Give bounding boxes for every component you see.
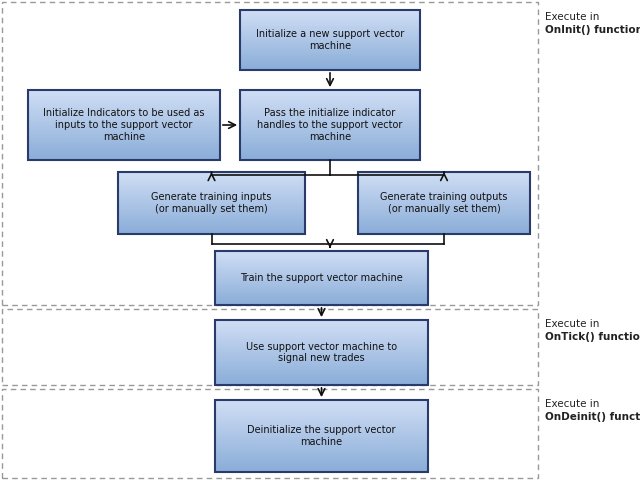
Text: Train the support vector machine: Train the support vector machine [240,273,403,283]
Text: Execute in: Execute in [545,319,600,329]
Text: Use support vector machine to
signal new trades: Use support vector machine to signal new… [246,342,397,363]
FancyBboxPatch shape [2,2,538,305]
Text: Execute in: Execute in [545,12,600,22]
FancyBboxPatch shape [2,389,538,478]
Text: Pass the initialize indicator
handles to the support vector
machine: Pass the initialize indicator handles to… [257,108,403,142]
FancyBboxPatch shape [2,309,538,385]
Text: OnDeinit() function(): OnDeinit() function() [545,412,640,422]
Text: Generate training inputs
(or manually set them): Generate training inputs (or manually se… [151,192,272,214]
Text: Initialize Indicators to be used as
inputs to the support vector
machine: Initialize Indicators to be used as inpu… [44,108,205,142]
Bar [215,400,428,472]
Bar [28,90,220,160]
Text: Initialize a new support vector
machine: Initialize a new support vector machine [256,29,404,51]
Bar [118,172,305,234]
Text: OnInit() function(): OnInit() function() [545,25,640,35]
Bar [215,251,428,305]
Bar [215,320,428,385]
Text: Deinitialize the support vector
machine: Deinitialize the support vector machine [247,425,396,447]
Bar [358,172,530,234]
Text: OnTick() function(): OnTick() function() [545,332,640,342]
Bar [240,90,420,160]
Text: Execute in: Execute in [545,399,600,409]
Text: Generate training outputs
(or manually set them): Generate training outputs (or manually s… [380,192,508,214]
Bar [240,10,420,70]
